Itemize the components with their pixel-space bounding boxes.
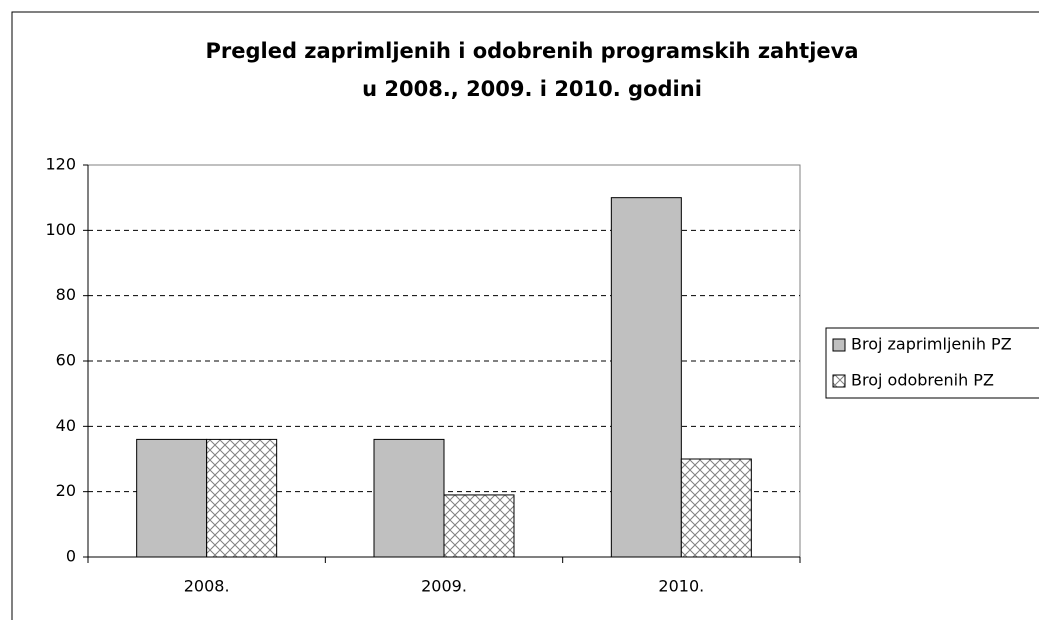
y-tick-label: 20 xyxy=(56,481,76,500)
legend-box xyxy=(825,327,1039,399)
legend-swatch xyxy=(832,374,846,388)
legend-label: Broj zaprimljenih PZ xyxy=(851,335,1012,354)
chart-title: u 2008., 2009. i 2010. godini xyxy=(362,77,702,101)
legend-label: Broj odobrenih PZ xyxy=(851,371,994,390)
y-tick-label: 0 xyxy=(66,547,76,566)
y-tick-label: 100 xyxy=(45,220,76,239)
bar xyxy=(610,197,682,558)
y-tick-label: 80 xyxy=(56,285,76,304)
chart-title: Pregled zaprimljenih i odobrenih program… xyxy=(205,39,858,63)
y-tick-label: 40 xyxy=(56,416,76,435)
bar xyxy=(680,458,752,558)
bar xyxy=(206,438,278,558)
bar xyxy=(136,438,208,558)
bar xyxy=(443,494,515,558)
y-tick-label: 60 xyxy=(56,351,76,370)
bar xyxy=(373,438,445,558)
y-tick-label: 120 xyxy=(45,155,76,174)
x-tick-label: 2008. xyxy=(184,577,230,596)
x-tick-label: 2009. xyxy=(421,577,467,596)
chart-frame xyxy=(11,11,1039,620)
legend-swatch xyxy=(832,338,846,352)
x-tick-label: 2010. xyxy=(658,577,704,596)
